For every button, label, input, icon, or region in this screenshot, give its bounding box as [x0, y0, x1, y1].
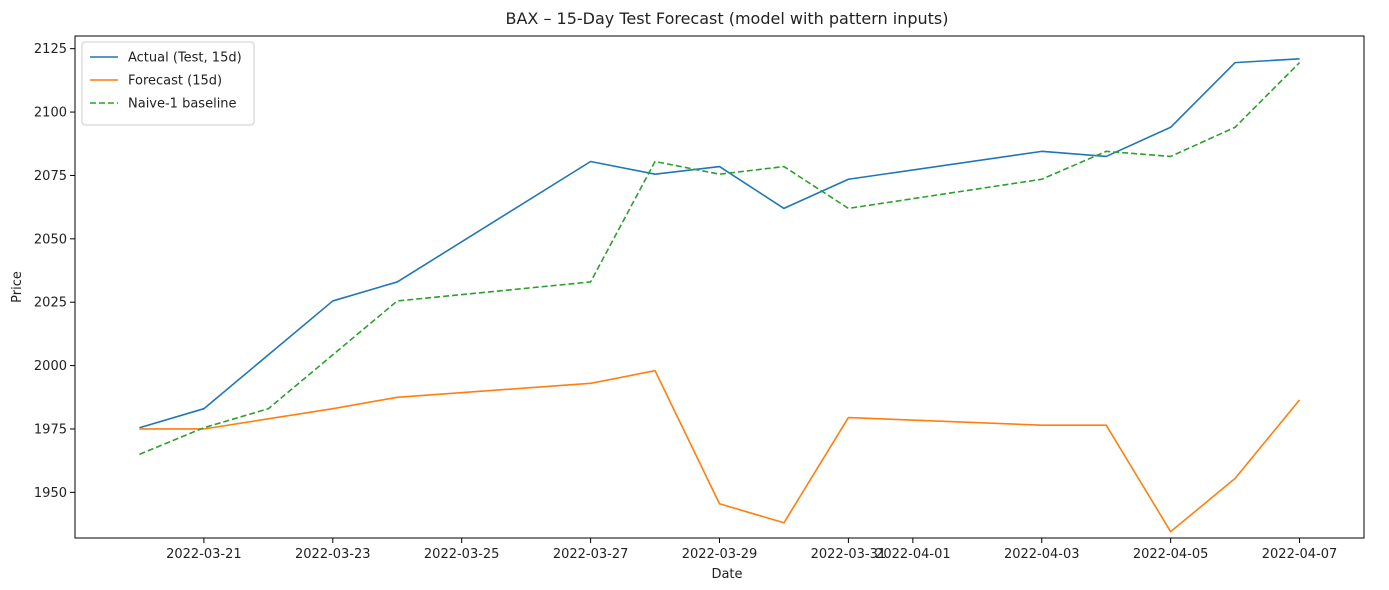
legend-label-1: Actual (Test, 15d)	[128, 51, 242, 66]
plot-frame	[74, 35, 1365, 539]
y-tick-label: 2125	[34, 42, 67, 57]
legend-label-2: Forecast (15d)	[128, 74, 222, 89]
x-tick-label: 2022-04-07	[1262, 547, 1338, 562]
y-tick-label: 2100	[34, 106, 67, 121]
y-tick-label: 1950	[34, 486, 67, 501]
legend-label-3: Naive-1 baseline	[128, 97, 237, 112]
chart-title: BAX – 15-Day Test Forecast (model with p…	[505, 9, 948, 28]
y-tick-label: 2000	[34, 359, 67, 374]
y-tick-label: 2025	[34, 296, 67, 311]
x-tick-label: 2022-03-27	[553, 547, 629, 562]
legend: Actual (Test, 15d) Forecast (15d) Naive-1 …	[81, 41, 255, 126]
x-axis-label: Date	[711, 567, 742, 582]
x-tick-label: 2022-04-05	[1133, 547, 1209, 562]
x-tick-label: 2022-03-25	[424, 547, 500, 562]
x-tick-label: 2022-04-01	[875, 547, 951, 562]
x-tick-label: 2022-03-29	[682, 547, 758, 562]
y-axis-label: Price	[10, 271, 25, 303]
x-tick-label: 2022-03-23	[295, 547, 371, 562]
y-tick-label: 1975	[34, 422, 67, 437]
series-line-1	[139, 58, 1300, 429]
legend-box	[81, 41, 255, 126]
x-axis: 2022-03-21 2022-03-23 2022-03-25 2022-03-27…	[166, 538, 1337, 562]
series-line-3	[139, 62, 1301, 456]
y-tick-label: 2075	[34, 169, 67, 184]
series-line-2	[139, 369, 1301, 533]
x-tick-label: 2022-03-21	[166, 547, 242, 562]
x-tick-label: 2022-03-31	[811, 547, 887, 562]
x-tick-label: 2022-04-03	[1004, 547, 1080, 562]
y-axis: 1950 1975 2000 2025 2050 2075 2100 2125	[34, 42, 75, 501]
y-tick-label: 2050	[34, 232, 67, 247]
